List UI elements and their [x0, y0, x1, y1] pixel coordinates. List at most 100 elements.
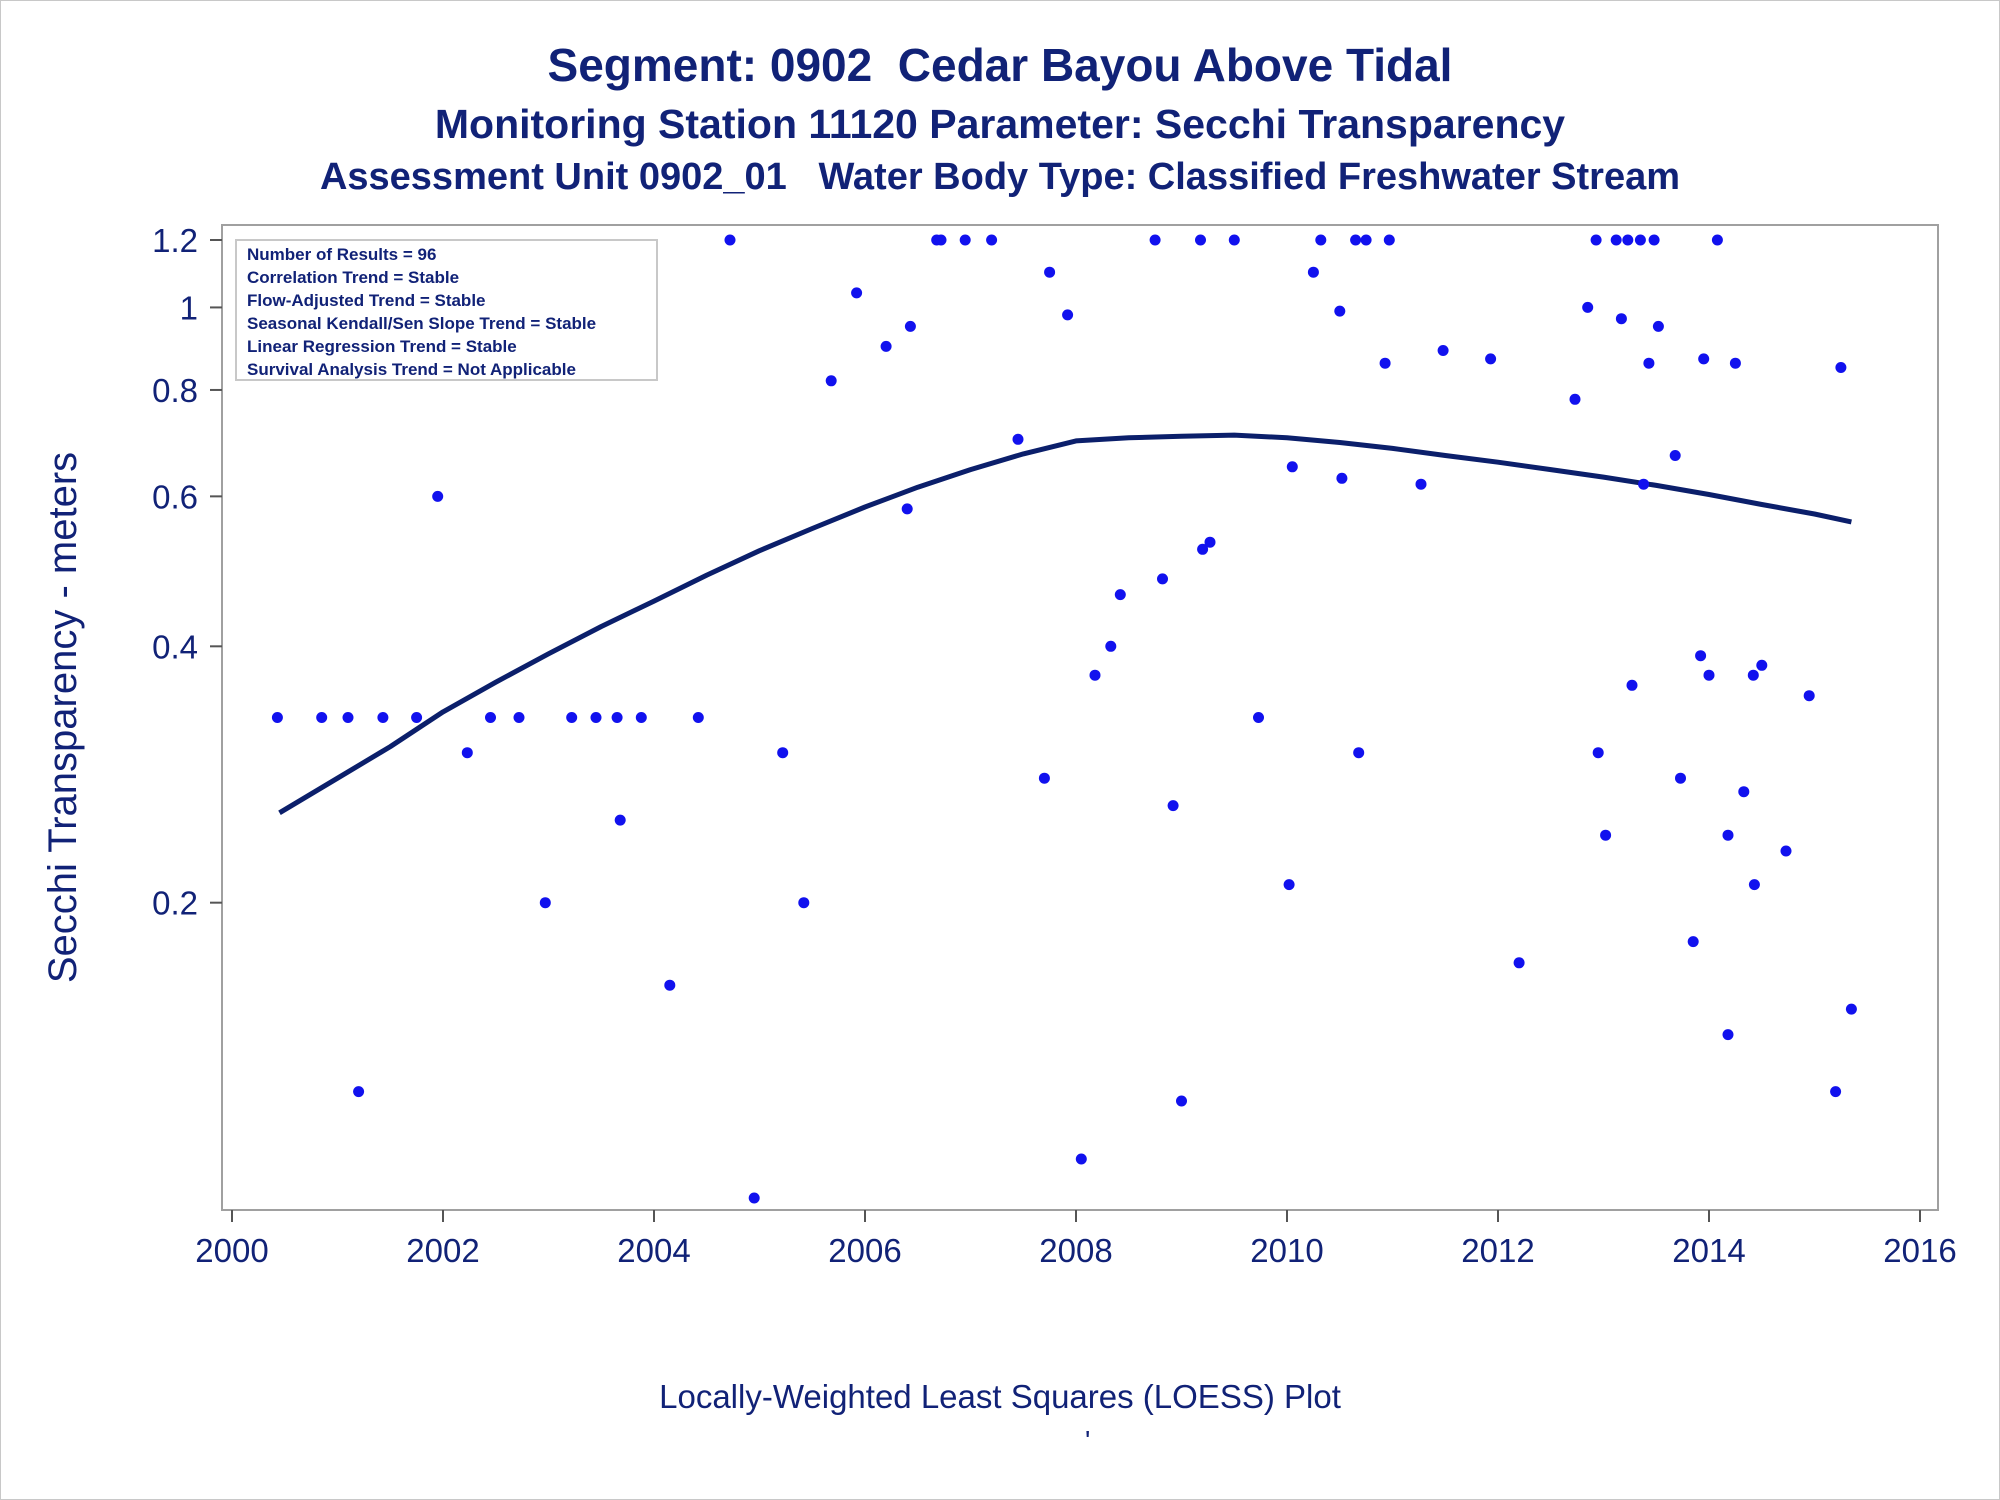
- data-point: [1195, 234, 1206, 246]
- y-tick-label: 1.2: [152, 222, 198, 259]
- x-axis: 2000 2002 2004 2006 2008 2010 2012 2014 2016: [195, 1210, 1957, 1269]
- data-point: [1167, 800, 1179, 812]
- data-point: [1038, 772, 1050, 784]
- data-point: [1383, 234, 1395, 246]
- data-point: [1360, 234, 1372, 246]
- data-point: [1626, 679, 1638, 691]
- data-point: [1600, 829, 1612, 841]
- data-point: [880, 340, 892, 352]
- data-point: [901, 503, 913, 515]
- data-point: [1711, 234, 1723, 246]
- footnote: Locally-Weighted Least Squares (LOESS) P…: [659, 1378, 1341, 1415]
- loess-curve: [278, 432, 1852, 815]
- x-tick-label: 2000: [195, 1232, 268, 1269]
- data-point: [1334, 305, 1346, 317]
- data-point: [851, 287, 863, 299]
- data-point: [1729, 357, 1741, 369]
- data-point: [614, 814, 626, 826]
- data-point: [1638, 478, 1650, 490]
- data-point: [1634, 234, 1646, 246]
- data-point: [1228, 234, 1240, 246]
- data-point: [611, 712, 623, 723]
- stats-box: Number of Results = 96 Correlation Trend …: [235, 239, 658, 381]
- data-point: [1062, 309, 1074, 321]
- stats-line: Linear Regression Trend = Stable: [247, 337, 517, 356]
- data-point: [513, 712, 525, 723]
- data-point: [1738, 786, 1750, 798]
- y-tick-label: 1: [180, 289, 198, 326]
- data-point: [1610, 234, 1622, 246]
- x-tick-label: 2004: [617, 1232, 690, 1269]
- data-point: [1652, 320, 1664, 332]
- stats-line: Survival Analysis Trend = Not Applicable: [247, 360, 576, 379]
- data-point: [1722, 829, 1734, 841]
- data-point: [1747, 669, 1759, 681]
- data-point: [1149, 234, 1161, 246]
- plot-frame: [221, 224, 1939, 1211]
- data-point: [798, 897, 810, 909]
- data-point: [1780, 845, 1792, 857]
- data-point: [1622, 234, 1634, 246]
- stats-line: Correlation Trend = Stable: [247, 268, 459, 287]
- data-point: [1253, 712, 1264, 723]
- data-point: [432, 490, 444, 502]
- y-axis-label: Secchi Transparency - meters: [41, 452, 85, 983]
- data-point: [1379, 357, 1391, 369]
- chart-subtitle-2: Assessment Unit 0902_01 Water Body Type:…: [319, 156, 1681, 198]
- data-point: [1748, 879, 1760, 891]
- data-point: [1592, 747, 1604, 759]
- data-point: [748, 1192, 760, 1204]
- data-point: [1105, 640, 1117, 652]
- y-tick-label: 0.2: [152, 885, 198, 922]
- data-point: [1687, 936, 1699, 948]
- data-point: [1756, 659, 1768, 671]
- y-tick-label: 0.4: [152, 628, 198, 665]
- data-point: [1485, 353, 1497, 365]
- data-point: [1569, 393, 1581, 405]
- data-point: [539, 897, 551, 909]
- data-point: [1582, 301, 1594, 313]
- data-point: [986, 234, 998, 246]
- data-point: [1722, 1029, 1734, 1041]
- data-point: [1089, 669, 1101, 681]
- data-point: [461, 747, 473, 759]
- data-point: [485, 712, 496, 723]
- data-point: [1437, 345, 1449, 356]
- data-point: [1157, 573, 1168, 585]
- data-point: [566, 712, 578, 723]
- footnote-mark: ': [1085, 1425, 1091, 1456]
- chart-title: Segment: 0902 Cedar Bayou Above Tidal: [547, 39, 1453, 91]
- y-axis: 0.2 0.4 0.6 0.8 1 1.2: [152, 222, 222, 922]
- data-point: [1336, 472, 1348, 484]
- data-point: [664, 979, 676, 991]
- stats-line: Seasonal Kendall/Sen Slope Trend = Stabl…: [247, 314, 596, 333]
- data-point: [1803, 690, 1815, 702]
- data-point: [1286, 461, 1298, 473]
- data-point: [316, 712, 328, 723]
- data-point: [411, 712, 423, 723]
- x-tick-label: 2008: [1039, 1232, 1112, 1269]
- data-point: [590, 712, 602, 723]
- data-point: [1695, 650, 1707, 662]
- data-point: [377, 712, 389, 723]
- data-point: [1353, 747, 1365, 759]
- data-point: [777, 747, 789, 759]
- data-point: [1675, 772, 1686, 784]
- data-point: [959, 234, 971, 246]
- y-tick-label: 0.8: [152, 372, 198, 409]
- x-tick-label: 2012: [1461, 1232, 1534, 1269]
- data-point: [935, 234, 947, 246]
- data-point: [1415, 478, 1427, 490]
- data-point: [353, 1086, 365, 1098]
- data-point: [1204, 536, 1216, 548]
- stats-line: Number of Results = 96: [247, 245, 436, 264]
- data-point: [1283, 879, 1295, 891]
- data-point: [635, 712, 647, 723]
- data-point: [1350, 234, 1362, 246]
- y-tick-label: 0.6: [152, 478, 198, 515]
- data-point: [904, 320, 916, 332]
- data-point: [271, 712, 283, 723]
- data-point: [1012, 433, 1024, 445]
- data-point: [724, 234, 736, 246]
